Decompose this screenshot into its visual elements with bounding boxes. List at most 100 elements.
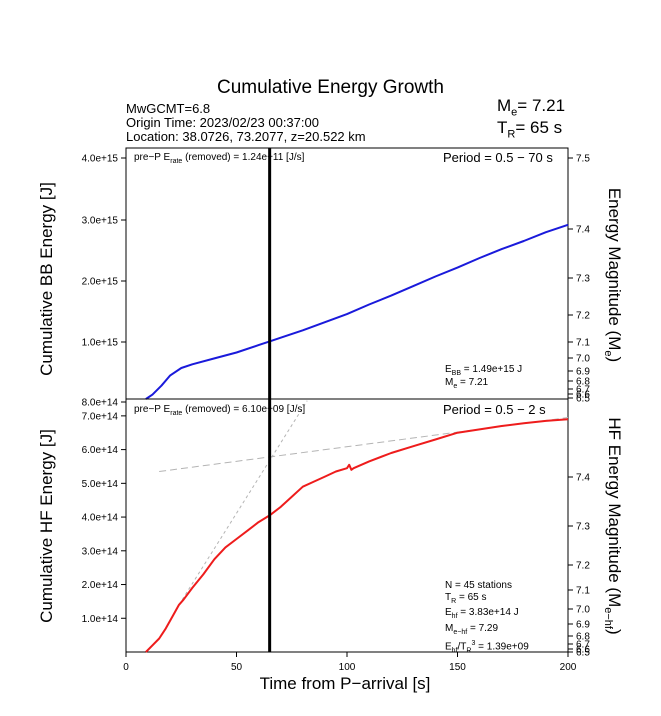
bb-me-rest: = 7.21 xyxy=(457,377,489,388)
hf-ehf-rest: = 3.83e+14 J xyxy=(457,607,519,618)
header-tr-value: = 65 s xyxy=(515,118,563,137)
hf-mehf: Me−hf = 7.29 xyxy=(445,623,529,639)
bb-pre-p-main: pre−P E xyxy=(134,152,171,163)
high-frequency-y2tick-label: 7.1 xyxy=(576,586,590,597)
broadband-y2tick-label: 7.4 xyxy=(576,225,590,236)
high-frequency-y2tick-label: 6.7 xyxy=(576,640,590,651)
hf-ylabel: Cumulative HF Energy [J] xyxy=(37,429,56,623)
broadband-ytick-label: 3.0e+15 xyxy=(82,216,119,227)
broadband-y2tick-label: 6.9 xyxy=(576,367,590,378)
hf-ehf-main: E xyxy=(445,607,452,618)
header-me-label: M xyxy=(497,96,512,115)
header-tr-sub: R xyxy=(507,128,516,141)
high-frequency-ytick-label: 4.0e+14 xyxy=(82,513,119,524)
header-location: Location: 38.0726, 73.2077, z=20.522 km xyxy=(126,129,366,144)
hf-n-stations: N = 45 stations xyxy=(445,580,512,591)
high-frequency-y2tick-label: 7.0 xyxy=(576,605,590,616)
hf-mehf-sub: e−hf xyxy=(453,628,468,636)
broadband-frame xyxy=(125,147,569,400)
header-tr-label: T xyxy=(497,118,508,137)
hf-y2label-end: ) xyxy=(605,628,625,635)
broadband-y2tick-label: 6.6 xyxy=(576,390,590,401)
bb-ylabel: Cumulative BB Energy [J] xyxy=(37,182,56,376)
high-frequency-y2tick-label: 6.8 xyxy=(576,632,590,643)
header-event: MwGCMT=6.8 xyxy=(126,101,211,116)
hf-tr-main: T xyxy=(445,591,452,603)
bb-ebb-main: E xyxy=(445,364,452,375)
hf-mehf-rest: = 7.29 xyxy=(467,622,499,634)
hf-tr-rest: = 65 s xyxy=(456,591,487,603)
high-frequency-y2tick-label: 7.3 xyxy=(576,522,590,533)
hf-pre-p: pre−P Erate (removed) = 6.10e+09 [J/s] xyxy=(134,404,305,417)
bb-pre-p: pre−P Erate (removed) = 1.24e+11 [J/s] xyxy=(134,152,304,165)
broadband-y2tick-label: 7.3 xyxy=(576,274,590,285)
hf-tr-sub: R xyxy=(451,597,457,605)
bb-me-main: M xyxy=(445,377,454,388)
hf-ratio-rest: = 1.39e+09 xyxy=(475,641,529,653)
broadband-y2tick-label: 7.5 xyxy=(576,154,590,165)
broadband-y2tick-label: 7.0 xyxy=(576,354,590,365)
hf-period: Period = 0.5 − 2 s xyxy=(443,402,546,417)
bb-ebb-rest: = 1.49e+15 J xyxy=(461,364,523,375)
broadband-ytick-label: 2.0e+15 xyxy=(82,277,119,288)
high-frequency-y2tick-label: 7.2 xyxy=(576,561,590,572)
broadband-ytick-label: 8.0e+14 xyxy=(82,398,119,409)
high-frequency-ytick-label: 2.0e+14 xyxy=(82,580,119,591)
high-frequency-y2tick-label: 6.5 xyxy=(576,648,590,659)
hf-annotations: N = 45 stations TR = 65 s Ehf = 3.83e+14… xyxy=(445,580,529,657)
hf-mehf-main: M xyxy=(445,622,454,634)
x-tick-label: 0 xyxy=(123,662,129,673)
x-axis-label: Time from P−arrival [s] xyxy=(259,674,431,693)
hf-y2label-sub: e−hf xyxy=(601,607,614,629)
hf-y2label-main: HF Energy Magnitude (M xyxy=(605,417,625,608)
header-me-sub: e xyxy=(511,106,518,119)
hf-ratio-sub2: R xyxy=(466,647,472,655)
x-tick-label: 150 xyxy=(449,662,466,673)
x-tick-label: 200 xyxy=(560,662,577,673)
x-tick-label: 50 xyxy=(231,662,243,673)
hf-ehf-sub: hf xyxy=(451,613,458,620)
x-tick-label: 100 xyxy=(339,662,356,673)
chart-title: Cumulative Energy Growth xyxy=(216,77,445,98)
high-frequency-ytick-label: 7.0e+14 xyxy=(82,411,119,422)
high-frequency-ytick-label: 5.0e+14 xyxy=(82,479,119,490)
bb-ebb-annotation: EBB = 1.49e+15 J xyxy=(445,364,522,377)
header-me: Me= 7.21 xyxy=(497,96,565,118)
hf-ratio-main: E xyxy=(445,641,452,653)
high-frequency-energy-line xyxy=(145,418,569,653)
broadband-ytick-label: 1.0e+15 xyxy=(82,338,119,349)
hf-ratio-mid: /T xyxy=(457,641,467,653)
bb-ebb-sub: BB xyxy=(451,370,462,377)
high-frequency-y2tick-label: 7.4 xyxy=(576,473,590,484)
bb-pre-p-rest: (removed) = 1.24e+11 [J/s] xyxy=(182,152,305,163)
high-frequency-ytick-label: 1.0e+14 xyxy=(82,614,119,625)
broadband-y2tick-label: 6.5 xyxy=(576,394,590,405)
high-frequency-y2tick-label: 6.6 xyxy=(576,645,590,656)
hf-growth-fit-line xyxy=(178,400,308,606)
broadband-y2tick-label: 7.1 xyxy=(576,338,590,349)
high-frequency-ytick-label: 6.0e+14 xyxy=(82,445,119,456)
hf-y2label: HF Energy Magnitude (Me−hf) xyxy=(602,417,624,634)
hf-plot-group: 7.0e+14 6.0e+14 5.0e+14 4.0e+14 3.0e+14 2.0e+… xyxy=(82,398,590,659)
bb-pre-p-sub: rate xyxy=(170,158,183,165)
broadband-y2tick-label: 6.8 xyxy=(576,377,590,388)
x-axis-group: 0 50 100 150 200 xyxy=(123,652,577,673)
hf-pre-p-rest: (removed) = 6.10e+09 [J/s] xyxy=(182,404,306,415)
high-frequency-y2tick-label: 6.9 xyxy=(576,620,590,631)
header-origin-time: Origin Time: 2023/02/23 00:37:00 xyxy=(126,115,319,130)
broadband-ytick-label: 4.0e+15 xyxy=(82,154,119,165)
bb-y2label-end: ) xyxy=(605,356,625,363)
bb-me-annotation: Me = 7.21 xyxy=(445,377,488,390)
broadband-energy-line xyxy=(145,223,569,400)
hf-pre-p-sub: rate xyxy=(170,410,183,417)
hf-tr: TR = 65 s xyxy=(445,592,529,608)
header-me-value: = 7.21 xyxy=(517,96,566,115)
hf-ratio-sub: hf xyxy=(451,647,458,655)
hf-ratio-sup: 3 xyxy=(471,640,476,647)
header-tr: TR= 65 s xyxy=(497,118,562,140)
bb-y2label: Energy Magnitude (Me) xyxy=(602,188,624,362)
hf-ratio: Ehf/TR3 = 1.39e+09 xyxy=(445,638,529,657)
high-frequency-ytick-label: 3.0e+14 xyxy=(82,546,119,557)
hf-ehf: Ehf = 3.83e+14 J xyxy=(445,607,529,623)
